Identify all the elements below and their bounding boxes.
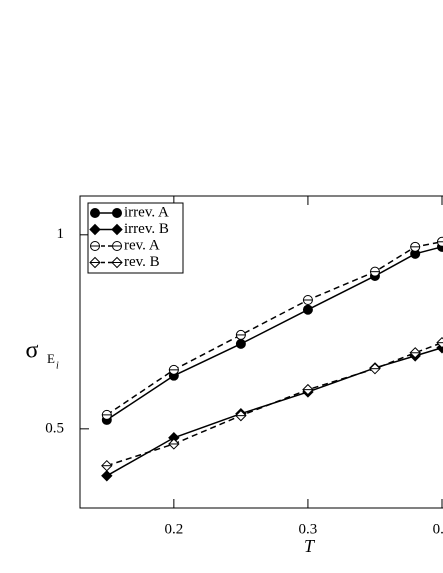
x-tick-label: 0.4 [433,521,443,537]
legend-label: irrev. B [124,221,169,237]
y-axis-label-subsub: i [56,360,59,371]
legend-label: irrev. A [124,204,169,220]
marker [112,208,122,218]
marker [302,304,313,315]
x-tick-label: 0.3 [299,521,318,537]
x-axis-label: T [304,536,316,556]
plot-frame [79,195,443,509]
legend-box [87,202,184,274]
legend-label: rev. B [124,254,160,270]
marker [89,223,101,236]
legend-label: rev. A [124,237,160,253]
series-line [106,347,443,477]
y-axis-label-sub: E [47,351,55,366]
y-tick-label: 1 [57,226,65,242]
marker [235,338,246,349]
marker [111,223,123,236]
x-tick-label: 0.2 [164,521,183,537]
marker [101,470,113,482]
y-axis-label: σ [26,338,39,364]
marker [90,208,100,218]
y-tick-label: 0.5 [45,420,64,436]
